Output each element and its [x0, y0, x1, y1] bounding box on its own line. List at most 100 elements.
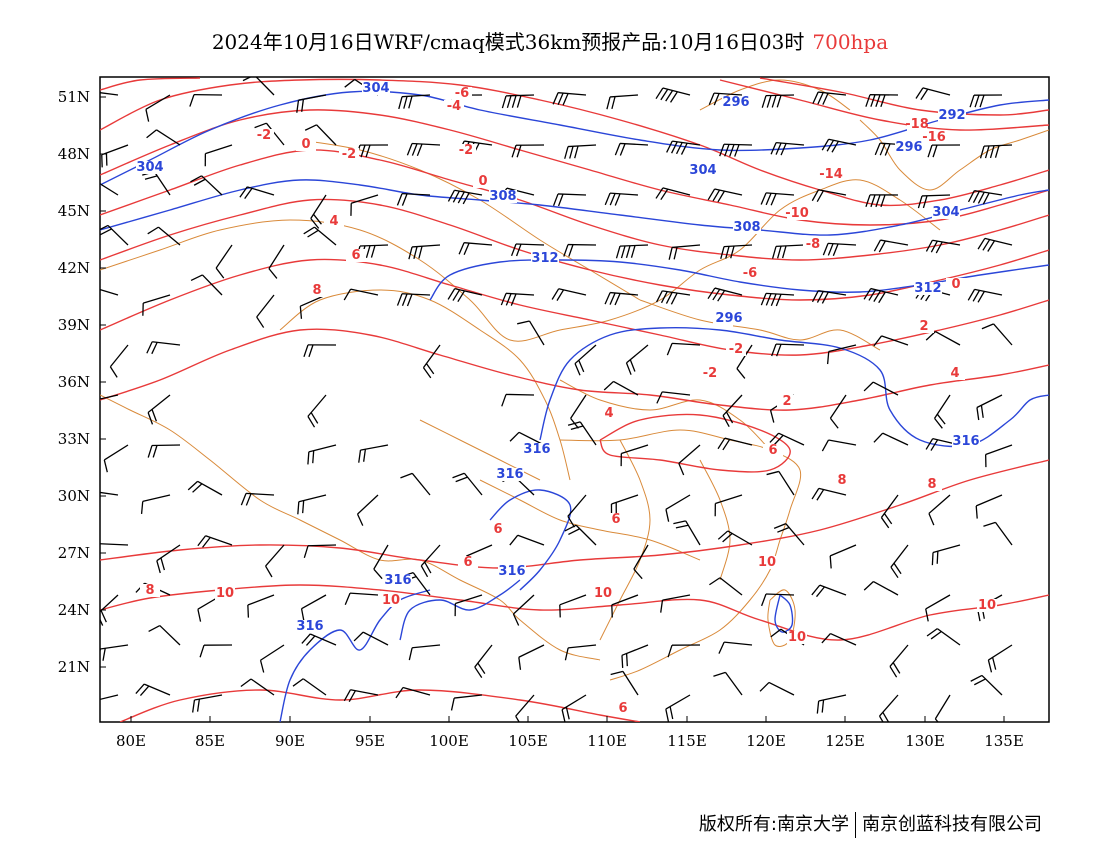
contour-label-bg [599, 407, 619, 420]
lat-label: 24N [58, 601, 90, 619]
wind-barb [863, 381, 899, 396]
temperature-contour-label: 6 [611, 512, 620, 527]
wind-barb [447, 189, 483, 205]
wind-barb [156, 544, 181, 574]
temperature-contour-label: 8 [312, 283, 321, 298]
wind-barb [395, 686, 431, 699]
boundary-line [599, 439, 651, 641]
contour-label-bg [946, 278, 966, 291]
temperature-contour [100, 78, 1049, 207]
boundary-line [559, 429, 802, 681]
wind-barb [301, 633, 337, 646]
wind-barb [770, 141, 805, 156]
lon-label: 120E [746, 732, 786, 750]
temperature-contour-label: 4 [604, 406, 613, 421]
lat-label: 30N [58, 487, 90, 505]
wind-barb [987, 644, 1013, 673]
wind-barb [103, 444, 129, 473]
temperature-contour-label: 2 [782, 394, 791, 409]
temperature-contour-label: -6 [743, 266, 757, 281]
contour-label-bg [606, 513, 626, 526]
contour-label-bg [346, 249, 366, 262]
temperature-contour-label: 6 [463, 555, 472, 570]
contour-label-bg [763, 444, 783, 457]
contour-label-bg [307, 284, 327, 297]
wind-barb [190, 274, 223, 296]
wind-barb [510, 243, 545, 257]
wind-barb [720, 244, 753, 259]
wind-barb [718, 641, 753, 654]
wind-barb [452, 472, 483, 496]
wind-barb [247, 594, 275, 618]
contour-label-bg [324, 215, 344, 228]
wind-barb [190, 175, 223, 196]
temperature-contour-label: 8 [927, 477, 936, 492]
credit-company: 南京创蓝科技有限公司 [862, 814, 1042, 835]
wind-barb [604, 291, 639, 306]
wind-barb [760, 292, 795, 307]
wind-barb [101, 144, 129, 168]
wind-barb [890, 544, 909, 579]
height-contour-label: 316 [296, 619, 323, 634]
contour-label-bg [384, 574, 412, 587]
contour-label-bg [832, 474, 852, 487]
height-contour [539, 326, 1049, 448]
wind-barb [552, 193, 587, 207]
height-contour-label: 308 [733, 220, 760, 235]
contour-label-bg [362, 82, 390, 95]
wind-barb [135, 683, 171, 696]
contour-label-bg [803, 238, 823, 251]
contour-label-bg [498, 565, 526, 578]
wind-barb [611, 594, 639, 618]
height-contour-label: 308 [489, 189, 516, 204]
wind-barb [296, 94, 327, 113]
height-contour [100, 179, 1049, 236]
wind-barb [511, 144, 545, 158]
lat-label: 39N [58, 316, 90, 334]
temperature-contour-label: 2 [919, 319, 928, 334]
contour-label-bg [254, 129, 274, 142]
wind-barb [303, 544, 337, 559]
contour-label-bg [473, 175, 493, 188]
wind-barb [714, 494, 743, 517]
wind-barb [606, 94, 639, 110]
temperature-contour-label: 10 [758, 555, 776, 570]
wind-barb [564, 144, 597, 159]
temperature-contour-label: -16 [922, 130, 946, 145]
wind-barb [422, 344, 441, 379]
height-contour-label: 316 [384, 573, 411, 588]
wind-barb [880, 494, 899, 529]
wind-barb [100, 490, 119, 496]
wind-barb [408, 644, 441, 661]
wind-barb [863, 287, 899, 304]
temperature-contour-label: 6 [768, 443, 777, 458]
wind-barb [759, 681, 795, 696]
wind-barb [620, 444, 649, 467]
contour-label-bg [945, 367, 965, 380]
wind-barb [100, 594, 119, 626]
temperature-contour-label: 0 [478, 174, 487, 189]
boundary-line [279, 289, 571, 481]
wind-barb [268, 244, 285, 279]
lat-label: 27N [58, 544, 90, 562]
height-contour-label: 292 [938, 108, 965, 123]
height-contour-label: 304 [689, 163, 716, 178]
wind-barb [512, 594, 535, 626]
wind-barb [873, 335, 909, 347]
wind-barb [668, 244, 701, 260]
wind-barb [610, 670, 639, 696]
wind-barb [926, 628, 961, 646]
contour-label-bg [456, 144, 476, 157]
wind-barb [915, 87, 951, 101]
lon-label: 80E [116, 732, 146, 750]
wind-barb [100, 543, 129, 556]
wind-barb [350, 194, 379, 216]
temperature-contour-label: 6 [618, 701, 627, 716]
wind-barb [458, 242, 493, 255]
height-contour-label: 304 [136, 160, 163, 175]
temperature-contour [100, 149, 1049, 261]
wind-barb [552, 92, 587, 106]
wind-barb [769, 432, 805, 446]
wind-barb [561, 694, 587, 722]
wind-barb [927, 144, 961, 158]
